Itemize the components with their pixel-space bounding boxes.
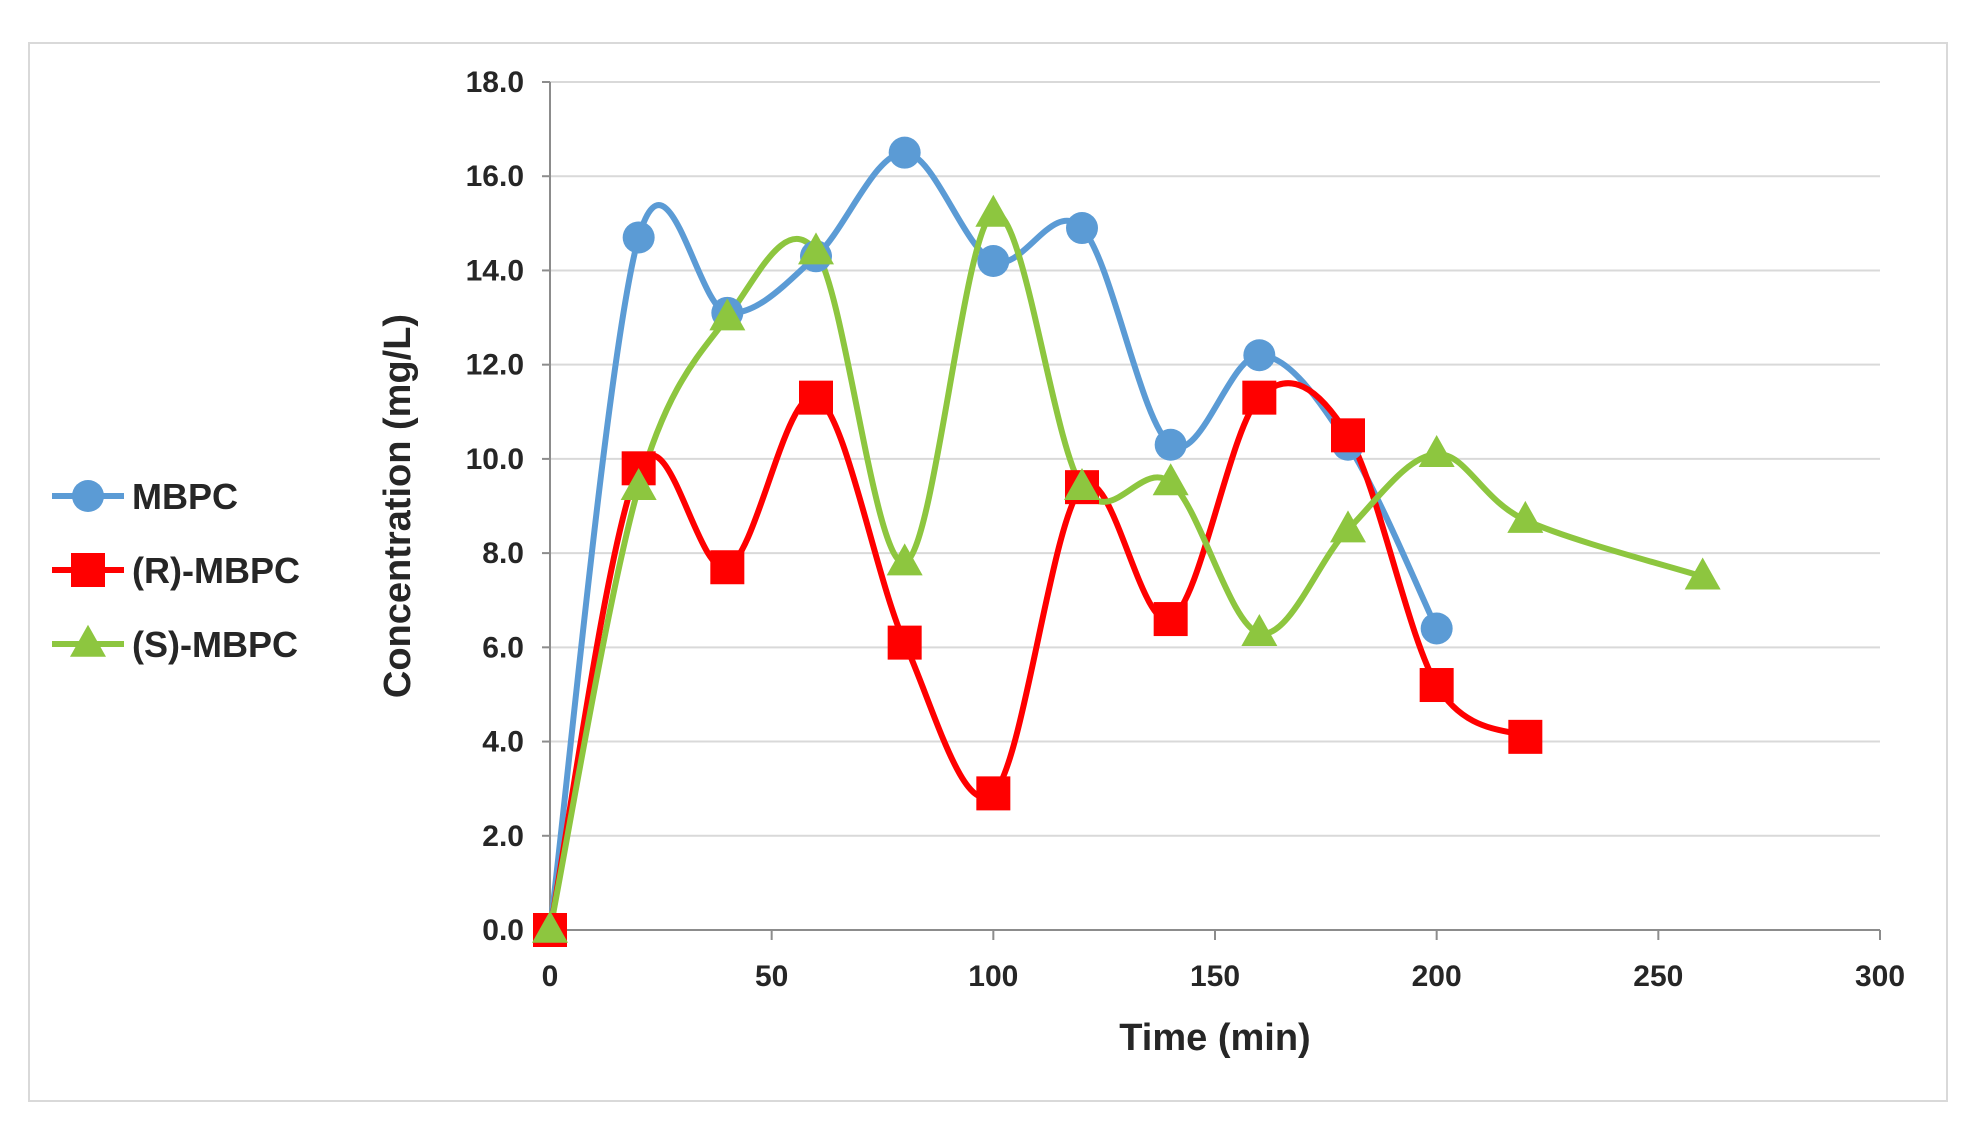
x-tick-label-3: 150 xyxy=(1190,960,1240,993)
series-2-point-4 xyxy=(886,543,923,576)
series-2-point-6 xyxy=(1064,467,1100,500)
legend-marker-2 xyxy=(70,624,106,657)
legend-label-0: MBPC xyxy=(132,476,238,517)
y-tick-label-8: 16.0 xyxy=(466,160,524,193)
y-tick-label-7: 14.0 xyxy=(466,254,524,287)
y-tick-label-2: 4.0 xyxy=(482,726,524,759)
series-0-point-6 xyxy=(1066,212,1098,245)
series-0-point-8 xyxy=(1243,339,1276,372)
x-tick-label-4: 200 xyxy=(1412,960,1462,993)
series-1-point-4 xyxy=(887,625,922,660)
y-axis-title: Concentration (mg/L) xyxy=(377,314,419,698)
y-tick-label-4: 8.0 xyxy=(482,537,524,570)
series-2-point-10 xyxy=(1418,434,1455,467)
series-markers xyxy=(532,136,1721,947)
y-tick-label-5: 10.0 xyxy=(466,443,524,476)
legend-marker-0 xyxy=(72,480,104,512)
series-1-point-11 xyxy=(1508,719,1543,754)
series-2-point-0 xyxy=(532,910,568,943)
y-tick-label-9: 18.0 xyxy=(466,66,524,99)
x-tick-label-6: 300 xyxy=(1855,960,1905,993)
series-2-point-12 xyxy=(1684,557,1721,590)
series-2-point-11 xyxy=(1507,500,1544,533)
concentration-time-chart: 0.0 2.0 4.0 6.0 8.0 10.0 12.0 14.0 16.0 18.0 0 50 10… xyxy=(52,66,1905,1059)
series-0-point-5 xyxy=(977,245,1010,278)
series-1-point-10 xyxy=(1419,668,1454,703)
y-tick-label-6: 12.0 xyxy=(466,349,524,382)
series-1-point-5 xyxy=(976,776,1011,811)
series-1-point-7 xyxy=(1153,602,1188,637)
series-1-point-9 xyxy=(1331,418,1365,453)
y-tick-label-1: 2.0 xyxy=(482,820,524,853)
series-1-point-2 xyxy=(710,550,745,585)
series-2-point-2 xyxy=(709,298,746,331)
series-0-point-4 xyxy=(888,136,921,169)
legend-label-1: (R)-MBPC xyxy=(132,550,300,591)
y-tick-label-0: 0.0 xyxy=(482,914,524,947)
series-2-point-8 xyxy=(1241,614,1278,646)
series-2-point-1 xyxy=(620,467,657,500)
series-line-1 xyxy=(547,380,1529,933)
series-0-point-7 xyxy=(1154,428,1187,461)
series-2-point-7 xyxy=(1152,463,1189,496)
legend-label-2: (S)-MBPC xyxy=(132,624,298,665)
series-1-point-8 xyxy=(1242,380,1277,415)
series-0-point-1 xyxy=(622,221,655,254)
series-lines xyxy=(547,149,1706,933)
series-2-point-3 xyxy=(798,232,834,265)
x-axis-title: Time (min) xyxy=(1119,1017,1310,1059)
series-2-point-9 xyxy=(1330,510,1366,543)
x-tick-label-5: 250 xyxy=(1633,960,1683,993)
series-2-point-5 xyxy=(975,194,1012,227)
legend: MBPC (R)-MBPC (S)-MBPC xyxy=(52,476,300,665)
gridlines xyxy=(550,81,1880,837)
x-tick-label-2: 100 xyxy=(968,960,1018,993)
y-tick-label-3: 6.0 xyxy=(482,631,524,664)
series-0-point-10 xyxy=(1420,612,1453,645)
chart-frame: 0.0 2.0 4.0 6.0 8.0 10.0 12.0 14.0 16.0 18.0 0 50 10… xyxy=(28,42,1948,1102)
axes: 0.0 2.0 4.0 6.0 8.0 10.0 12.0 14.0 16.0 18.0 0 50 10… xyxy=(466,66,1905,993)
series-line-2 xyxy=(547,210,1706,933)
x-tick-label-0: 0 xyxy=(542,960,559,993)
series-1-point-3 xyxy=(799,380,833,415)
x-tick-label-1: 50 xyxy=(755,960,788,993)
legend-marker-1 xyxy=(71,553,105,587)
